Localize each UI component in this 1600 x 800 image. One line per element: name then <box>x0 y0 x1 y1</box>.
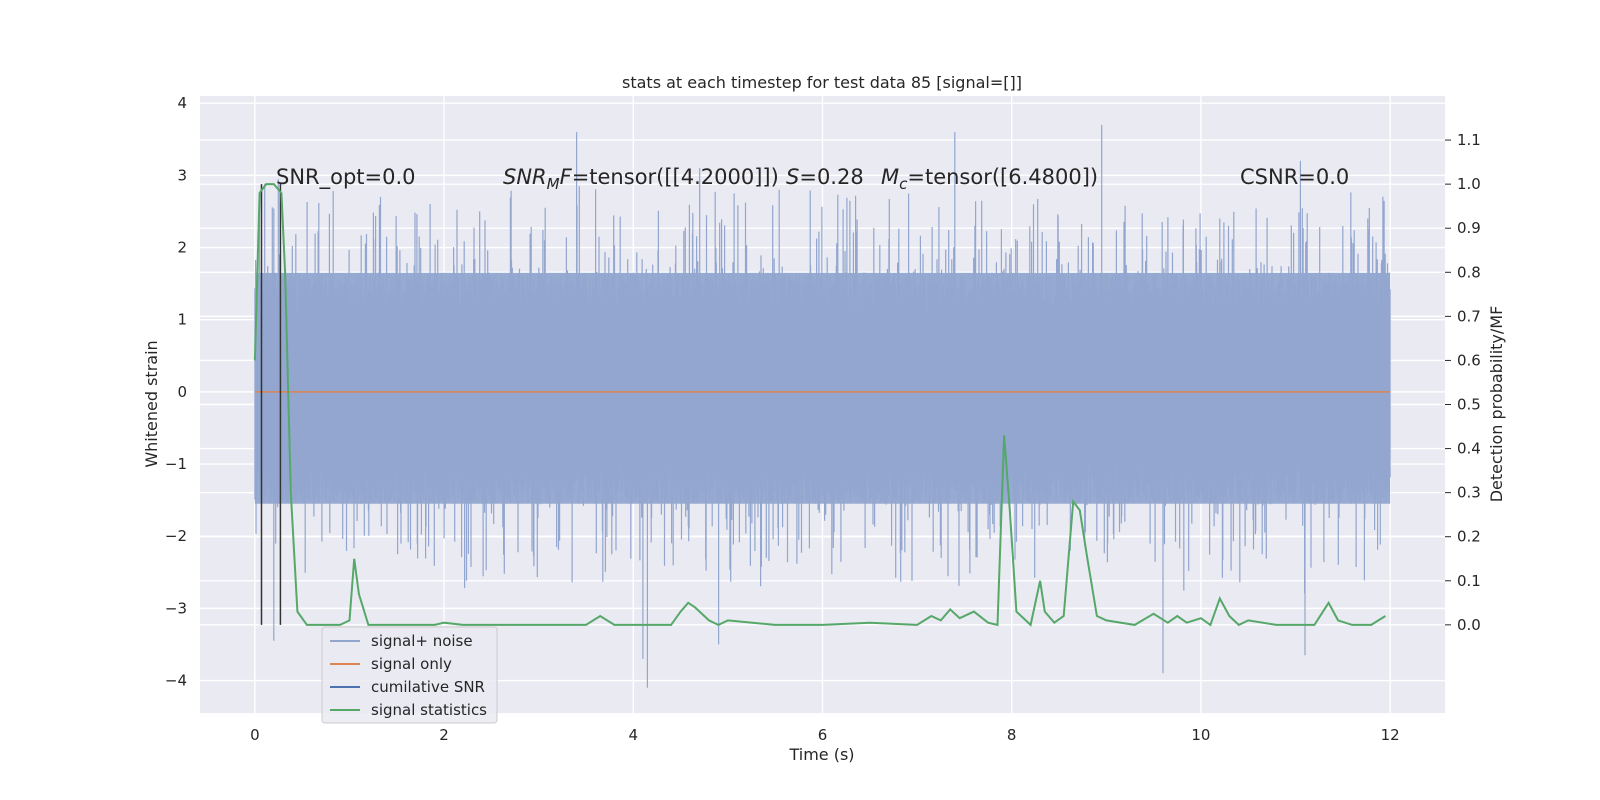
right-y-tick-label: 1.0 <box>1457 175 1481 193</box>
legend-box <box>321 626 498 724</box>
signal-plus-noise-series <box>254 124 1391 688</box>
legend-label-cumilative-snr: cumilative SNR <box>371 678 485 696</box>
right-y-axis-ticks: 0.0 0.1 0.2 0.3 0.4 0.5 0.6 0.7 0.8 0.9 1.0 1.1 <box>1445 131 1481 634</box>
x-tick-label: 0 <box>250 726 260 744</box>
right-y-tick-label: 0.3 <box>1457 484 1481 502</box>
left-y-axis-ticks: −4 −3 −2 −1 0 1 2 3 4 <box>165 94 187 689</box>
x-axis-ticks: 0 2 4 6 8 10 12 <box>250 726 1400 744</box>
legend-label-signal-only: signal only <box>371 655 452 673</box>
right-y-tick-label: 0.2 <box>1457 528 1481 546</box>
cumilative-snr-markers <box>260 184 282 625</box>
legend-label-signal-plus-noise: signal+ noise <box>371 632 473 650</box>
chart-title: stats at each timestep for test data 85 … <box>622 73 1022 92</box>
right-y-tick-label: 0.0 <box>1457 616 1481 634</box>
left-y-tick-label: 0 <box>177 383 187 401</box>
left-y-tick-label: −4 <box>165 672 187 690</box>
right-y-tick-label: 0.9 <box>1457 219 1481 237</box>
legend: signal+ noise signal only cumilative SNR… <box>321 626 498 724</box>
annotation-mc: Mc=tensor([6.4800]) <box>881 165 1098 193</box>
right-y-axis-label: Detection probability/MF <box>1487 306 1506 503</box>
left-y-axis-label: Whitened strain <box>142 340 161 467</box>
right-y-tick-label: 0.1 <box>1457 572 1481 590</box>
x-tick-label: 8 <box>1007 726 1017 744</box>
right-y-tick-label: 0.7 <box>1457 307 1481 325</box>
left-y-tick-label: 4 <box>177 94 187 112</box>
right-y-tick-label: 0.4 <box>1457 440 1481 458</box>
left-y-tick-label: 2 <box>177 239 187 257</box>
left-y-tick-label: −3 <box>165 599 187 617</box>
right-y-tick-label: 0.6 <box>1457 351 1481 369</box>
left-y-tick-label: 3 <box>177 166 187 184</box>
annotation-snr-opt: SNR_opt=0.0 <box>276 165 416 190</box>
left-y-tick-label: −1 <box>165 455 187 473</box>
annotation-csnr: CSNR=0.0 <box>1240 165 1349 189</box>
left-y-tick-label: 1 <box>177 311 187 329</box>
x-tick-label: 10 <box>1191 726 1210 744</box>
signal-statistics-series <box>253 183 1386 627</box>
x-tick-label: 4 <box>629 726 639 744</box>
right-y-tick-label: 0.8 <box>1457 263 1481 281</box>
x-tick-label: 12 <box>1381 726 1400 744</box>
annotation-snr-mf: SNRMF=tensor([[4.2000]]) <box>503 165 779 193</box>
x-axis-label: Time (s) <box>788 745 854 764</box>
right-y-tick-label: 0.5 <box>1457 396 1481 414</box>
left-y-tick-label: −2 <box>165 527 187 545</box>
x-tick-label: 6 <box>818 726 828 744</box>
annotation-s: S=0.28 <box>786 165 864 189</box>
legend-label-signal-statistics: signal statistics <box>371 701 487 719</box>
right-y-tick-label: 1.1 <box>1457 131 1481 149</box>
x-tick-label: 2 <box>439 726 449 744</box>
